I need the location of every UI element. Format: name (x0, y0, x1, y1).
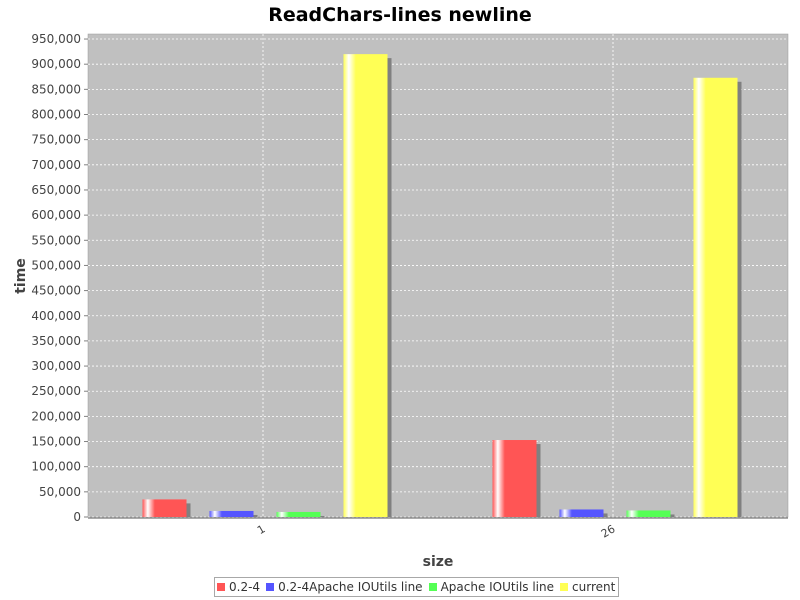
y-tick-label: 900,000 (31, 57, 81, 71)
y-tick-label: 650,000 (31, 183, 81, 197)
legend-item: 0.2-4 (217, 580, 260, 594)
y-tick-label: 150,000 (31, 435, 81, 449)
y-tick-label: 600,000 (31, 208, 81, 222)
legend-item: Apache IOUtils line (428, 580, 555, 594)
y-tick-label: 0 (73, 510, 81, 524)
bar-1-1 (559, 509, 604, 517)
y-tick-label: 200,000 (31, 409, 81, 423)
legend-label: 0.2-4 (229, 580, 261, 594)
legend-swatch (217, 583, 225, 591)
bars (142, 54, 742, 517)
y-tick-label: 450,000 (31, 284, 81, 298)
bar-1-0 (209, 510, 254, 517)
bar-3-1 (693, 77, 738, 517)
bar-2-0 (276, 511, 321, 517)
grid-lines (88, 34, 788, 518)
y-tick-label: 250,000 (31, 384, 81, 398)
y-tick-label: 50,000 (39, 485, 81, 499)
x-axis-label: size (423, 554, 454, 570)
y-tick-label: 700,000 (31, 158, 81, 172)
legend-label: Apache IOUtils line (440, 580, 555, 594)
legend-swatch (266, 583, 275, 591)
legend-label: current (572, 580, 616, 594)
bar-3-0 (343, 54, 388, 517)
bar-2-1 (626, 510, 671, 517)
y-tick-label: 850,000 (31, 82, 81, 96)
y-tick-label: 100,000 (31, 460, 81, 474)
legend-item: current (560, 580, 615, 594)
y-tick-label: 350,000 (31, 334, 81, 348)
y-tick-label: 550,000 (31, 233, 81, 247)
x-axis-ticks: 1 26 (255, 522, 618, 540)
y-tick-label: 500,000 (31, 258, 81, 272)
x-tick-label: 1 (255, 522, 268, 537)
y-axis-ticks: 0 50,000 100,000 150,000 200,000 250,000 300,0… (31, 32, 88, 524)
y-tick-label: 400,000 (31, 309, 81, 323)
chart-title: ReadChars-lines newline (268, 4, 532, 26)
legend-swatch (428, 583, 437, 591)
plot-area (87, 33, 789, 518)
y-tick-label: 750,000 (31, 133, 81, 147)
legend-item: 0.2-4Apache IOUtils line (266, 580, 423, 594)
legend-swatch (560, 583, 569, 591)
x-tick-label: 26 (599, 522, 618, 540)
y-tick-label: 800,000 (31, 108, 81, 122)
bar-0-0 (142, 499, 187, 517)
bar-0-1 (492, 440, 537, 517)
y-axis-label: time (13, 258, 29, 294)
y-tick-label: 300,000 (31, 359, 81, 373)
y-tick-label: 950,000 (31, 32, 81, 46)
legend: 0.2-4 0.2-4Apache IOUtils line Apache IOUt… (214, 577, 620, 597)
legend-label: 0.2-4Apache IOUtils line (278, 580, 423, 594)
